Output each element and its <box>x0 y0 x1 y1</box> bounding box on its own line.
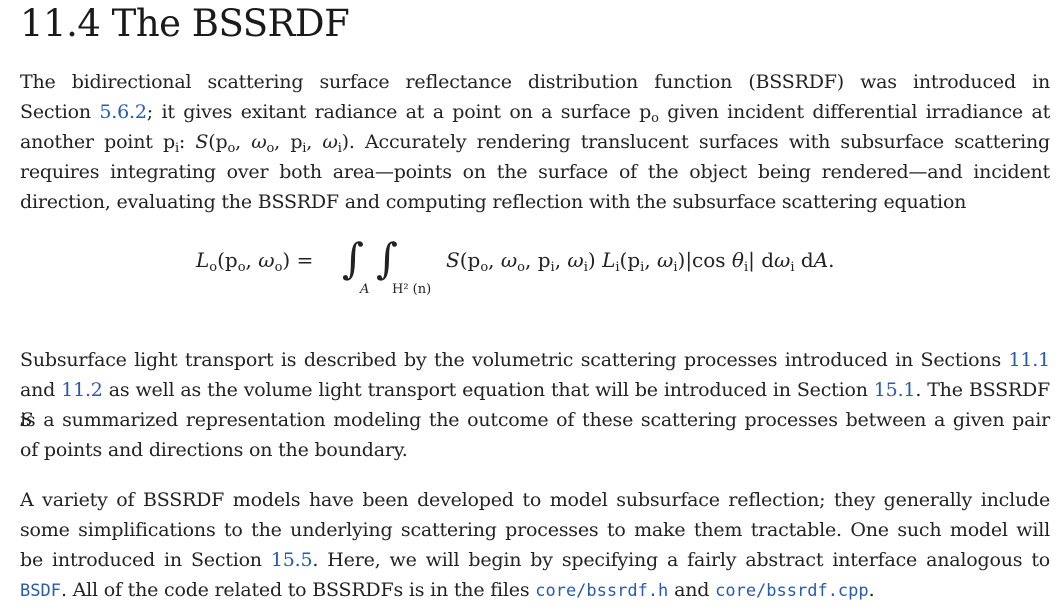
paragraph-models: A variety of BSSRDF models have been dev… <box>20 485 1050 605</box>
section-link-5-6-2[interactable]: 5.6.2 <box>99 101 147 123</box>
file-link-bssrdf-h[interactable]: core/bssrdf.h <box>535 581 669 601</box>
integral-sign-direction: ∫ <box>376 234 398 283</box>
section-link-11-2[interactable]: 11.2 <box>61 379 103 401</box>
section-link-15-5[interactable]: 15.5 <box>270 549 313 571</box>
math-symbol-s: S <box>20 409 33 431</box>
text-run: and <box>668 579 716 601</box>
text-run: and <box>20 379 62 401</box>
subscript: i <box>174 141 179 156</box>
bsdf-code-link[interactable]: BSDF <box>20 581 61 601</box>
integral-sign-area: ∫ <box>342 234 364 283</box>
text-line: A variety of BSSRDF models have been dev… <box>20 489 1050 511</box>
section-link-11-1[interactable]: 11.1 <box>1008 349 1050 371</box>
section-heading: 11.4 The BSSRDF <box>20 2 350 45</box>
paragraph-transport: Subsurface light transport is described … <box>20 345 1050 465</box>
text-line: is a summarized representation modeling … <box>20 409 1050 431</box>
text-line: be introduced in Section 15.5. Here, we … <box>20 545 1050 575</box>
text-run: . The BSSRDF <box>915 379 1051 401</box>
text-line: and 11.2 as well as the volume light tra… <box>20 375 1051 431</box>
text-line: requires integrating over both area—poin… <box>20 161 1050 183</box>
subscript: o <box>651 111 659 126</box>
text-line: another point pi: S(po, ωo, pi, ωi). Acc… <box>20 127 1050 157</box>
text-line: direction, evaluating the BSSRDF and com… <box>20 191 967 213</box>
text-line: of points and directions on the boundary… <box>20 439 408 461</box>
paragraph-intro: The bidirectional scattering surface ref… <box>20 67 1050 217</box>
text-run: ). Accurately rendering translucent surf… <box>341 131 1051 153</box>
text-line: Subsurface light transport is described … <box>20 345 1050 375</box>
text-run: another point p <box>20 131 175 153</box>
text-run: as well as the volume light transport eq… <box>102 379 874 401</box>
section-link-15-1[interactable]: 15.1 <box>873 379 916 401</box>
text-run: be introduced in Section <box>20 549 271 571</box>
text-run: Subsurface light transport is described … <box>20 349 1009 371</box>
text-line: The bidirectional scattering surface ref… <box>20 71 1050 93</box>
text-line: Section 5.6.2; it gives exitant radiance… <box>20 97 1050 127</box>
text-run: Section <box>20 101 100 123</box>
text-run: ; it gives exitant radiance at a point o… <box>146 101 652 123</box>
bssrdf-inline-math: : S(po, ωo, pi, ωi <box>178 131 342 156</box>
equation-rhs: S(po, ωo, pi, ωi) Li(pi, ωi)|cos θi| dωi… <box>446 248 835 275</box>
text-run: . <box>868 579 875 601</box>
text-run: . Here, we will begin by specifying a fa… <box>312 549 1050 571</box>
text-run: . All of the code related to BSSRDFs is … <box>60 579 536 601</box>
text-line: BSDF. All of the code related to BSSRDFs… <box>20 575 1050 605</box>
integral-limit-hemisphere: H² (n) <box>392 282 432 297</box>
equation-lhs: Lo(po, ωo) = <box>196 248 314 275</box>
text-line: some simplifications to the underlying s… <box>20 519 1050 541</box>
subsurface-scattering-equation: Lo(po, ωo) = ∫ A ∫ H² (n) S(po, ωo, pi, … <box>196 234 896 300</box>
file-link-bssrdf-cpp[interactable]: core/bssrdf.cpp <box>715 581 869 601</box>
text-run: given incident differential irradiance a… <box>658 101 1051 123</box>
integral-limit-area: A <box>360 282 370 297</box>
